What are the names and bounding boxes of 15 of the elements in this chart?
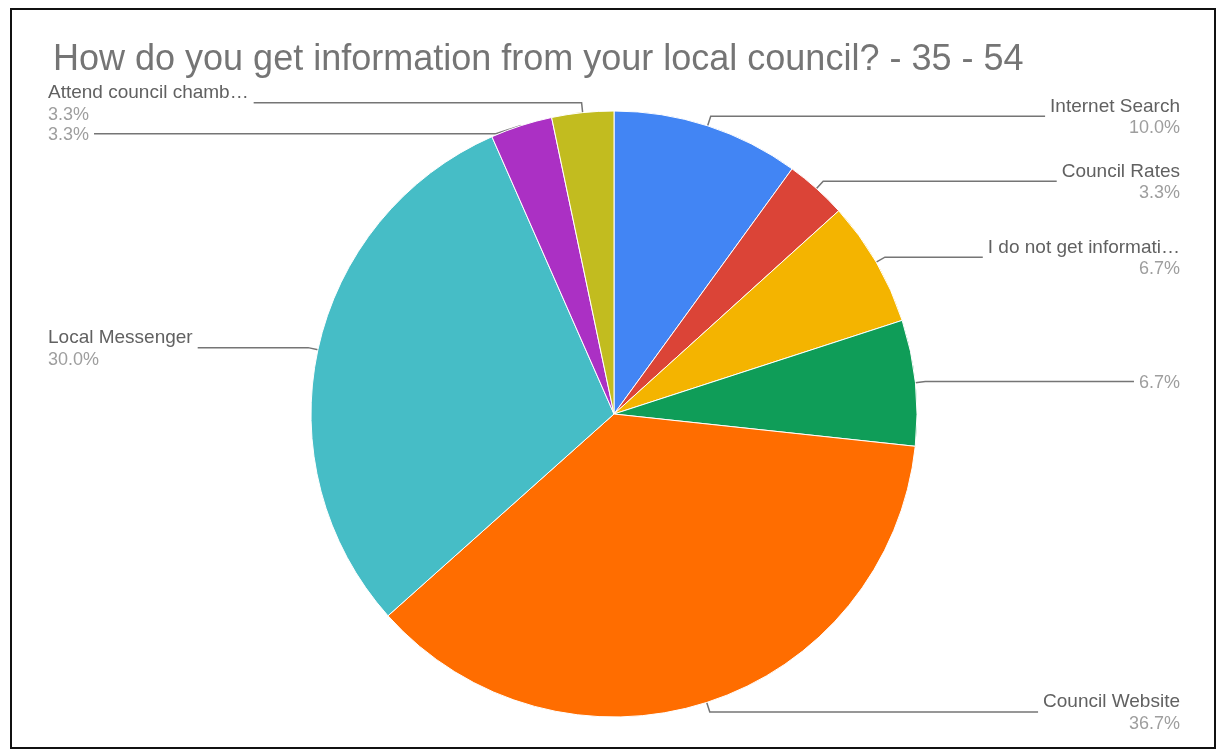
slice-label: I do not get informati… (987, 235, 1180, 257)
slice-label: Internet Search (1050, 94, 1180, 116)
slice-label: Attend council chamb… (48, 81, 249, 103)
chart-title: How do you get information from your local council? - 35 - 54 (53, 36, 1024, 78)
slice-label: Council Website (1043, 690, 1180, 712)
data-label: 3.3% (48, 103, 90, 124)
slice-label: Council Rates (1061, 159, 1180, 181)
data-label: 10.0% (1128, 117, 1180, 138)
data-label: 3.3% (48, 123, 90, 144)
data-label: 30.0% (48, 348, 100, 369)
data-label: 6.7% (1138, 371, 1180, 392)
data-label: 36.7% (1128, 712, 1180, 733)
slice-label: Local Messenger (48, 326, 194, 348)
data-label: 3.3% (1138, 182, 1180, 203)
data-label: 6.7% (1138, 258, 1180, 279)
